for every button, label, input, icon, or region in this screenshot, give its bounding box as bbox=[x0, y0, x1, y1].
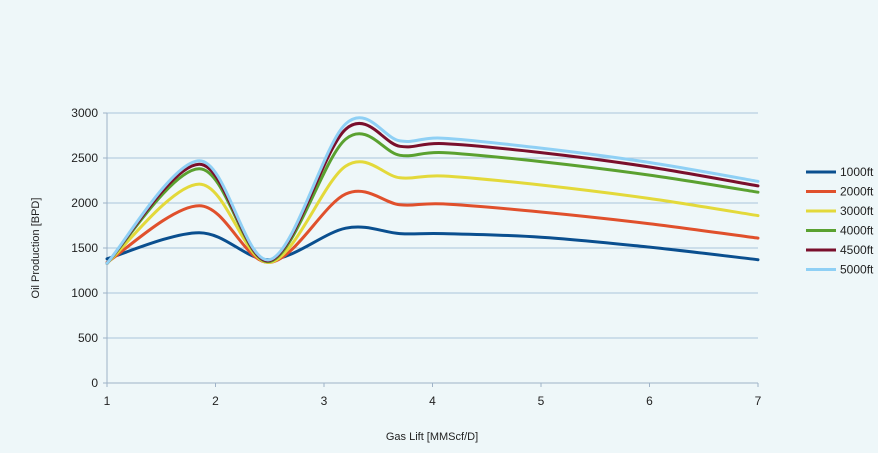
series-line-5000ft bbox=[105, 116, 760, 265]
legend: 1000ft 2000ft 3000ft 4000ft 4500ft 5000ft bbox=[806, 165, 874, 277]
series-line-3000ft bbox=[105, 160, 760, 265]
legend-label: 1000ft bbox=[840, 165, 874, 179]
legend-label: 2000ft bbox=[840, 185, 874, 199]
legend-label: 4000ft bbox=[840, 224, 874, 238]
legend-label: 3000ft bbox=[840, 204, 874, 218]
series-line-4000ft bbox=[105, 132, 760, 265]
legend-label: 4500ft bbox=[840, 243, 874, 257]
x-tick-labels: 1 2 3 4 5 6 7 bbox=[104, 383, 762, 408]
legend-label: 5000ft bbox=[840, 263, 874, 277]
y-tick-label: 1000 bbox=[71, 286, 98, 300]
series-lines bbox=[105, 116, 760, 265]
y-tick-label: 3000 bbox=[71, 106, 98, 120]
series-line-2000ft bbox=[105, 189, 760, 264]
y-tick-label: 0 bbox=[91, 376, 98, 390]
y-tick-label: 1500 bbox=[71, 241, 98, 255]
x-tick-label: 6 bbox=[646, 394, 653, 408]
x-tick-label: 3 bbox=[321, 394, 328, 408]
x-tick-label: 1 bbox=[104, 394, 111, 408]
x-axis-title: Gas Lift [MMScf/D] bbox=[386, 431, 478, 443]
y-tick-label: 2500 bbox=[71, 151, 98, 165]
x-tick-label: 5 bbox=[538, 394, 545, 408]
y-tick-label: 2000 bbox=[71, 196, 98, 210]
x-tick-label: 7 bbox=[755, 394, 762, 408]
x-tick-label: 4 bbox=[429, 394, 436, 408]
x-tick-label: 2 bbox=[212, 394, 219, 408]
y-tick-label: 500 bbox=[78, 331, 98, 345]
y-tick-labels: 0 500 1000 1500 2000 2500 3000 bbox=[71, 106, 107, 390]
y-axis-title: Oil Production [BPD] bbox=[30, 198, 42, 299]
series-line-1000ft bbox=[105, 225, 760, 262]
series-line-4500ft bbox=[105, 121, 760, 265]
